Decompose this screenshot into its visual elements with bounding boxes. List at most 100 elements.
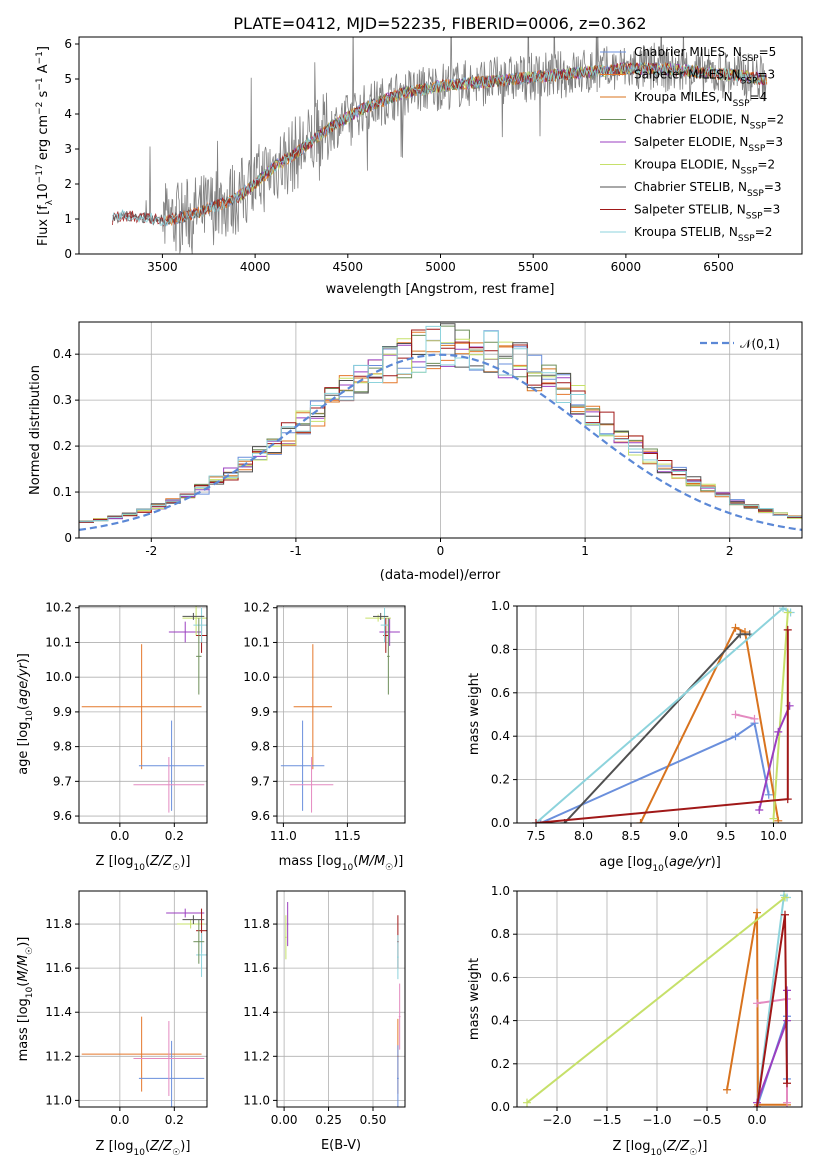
age_weight-xtick-label: 7.5 <box>526 829 545 843</box>
age-weight-line <box>772 612 789 819</box>
residuals-ytick-label: 0.2 <box>53 439 72 453</box>
age-weight-line <box>735 713 755 720</box>
z_age-ytick-label: 10.1 <box>45 635 72 649</box>
spectrum-plot-area <box>112 37 768 254</box>
ebv_mass-xtick-label: 0.25 <box>315 1113 342 1127</box>
spectrum-xtick-label: 3500 <box>147 260 178 274</box>
age-weight-marker <box>783 795 792 804</box>
z_mass-ytick-label: 11.2 <box>45 1049 72 1063</box>
mass-age-xlabel: mass [log10(M/M☉)] <box>279 854 404 873</box>
ebv_mass-ytick-label: 11.8 <box>243 917 270 931</box>
z-mass-ylabel: mass [log10(M/M☉)] <box>16 937 35 1062</box>
ebv_mass-ytick-label: 11.6 <box>243 961 270 975</box>
spectrum-model-line <box>112 62 767 227</box>
age-weight-marker <box>731 623 740 632</box>
mass_age-ytick-label: 9.6 <box>251 809 270 823</box>
age-weight-marker <box>774 816 783 823</box>
age-weight-marker <box>532 819 540 823</box>
z_age-ytick-label: 9.7 <box>53 774 72 788</box>
ebv_mass-plot-area <box>285 902 401 1107</box>
residual-histogram <box>79 325 802 538</box>
z_weight-ytick-label: 0.6 <box>491 970 510 984</box>
z_weight-xtick-label: −0.5 <box>692 1113 721 1127</box>
age_weight-ytick-label: 0.2 <box>491 773 510 787</box>
spectrum-legend-entry: Kroupa STELIB, NSSP=2 <box>634 225 772 244</box>
z-weight-ylabel: mass weight <box>467 958 482 1040</box>
spectrum-ytick-label: 3 <box>64 142 72 156</box>
z-weight-xlabel: Z [log10(Z/Z☉)] <box>613 1139 708 1158</box>
spectrum-legend-entry: Kroupa MILES, NSSP=4 <box>634 90 767 109</box>
spectrum-axes: 3500 4000 4500 5000 5500 6000 6500 0 1 2 3 4 5 6 wavel… <box>35 36 803 297</box>
age-weight-marker <box>783 608 792 617</box>
z-weight-line <box>756 997 788 1103</box>
mass_age-ytick-label: 9.8 <box>251 740 270 754</box>
z-weight-line <box>526 896 786 1104</box>
spectrum-legend-entry: Chabrier STELIB, NSSP=3 <box>634 180 782 199</box>
age_weight-ytick-label: 0.0 <box>491 816 510 830</box>
z_weight-xtick-label: −2.0 <box>542 1113 571 1127</box>
age_weight-xtick-label: 9.0 <box>669 829 688 843</box>
z_mass-plot-area <box>81 908 207 1107</box>
z_age-ytick-label: 10.2 <box>45 601 72 615</box>
spectrum-ylabel: Flux [fλ10−17 erg cm−2 s−1 A−1] <box>35 46 55 246</box>
age_weight-xtick-label: 10.0 <box>760 829 787 843</box>
spectrum-xlabel: wavelength [Angstrom, rest frame] <box>326 282 555 297</box>
mass_age-ytick-label: 10.0 <box>243 670 270 684</box>
z_weight-xtick-label: −1.0 <box>642 1113 671 1127</box>
mass_age-plot-area <box>280 607 400 813</box>
residuals-ytick-label: 0.3 <box>53 393 72 407</box>
z_mass-xtick-label: 0.2 <box>165 1113 184 1127</box>
spectrum-ytick-label: 6 <box>64 37 72 51</box>
z-age-xlabel: Z [log10(Z/Z☉)] <box>96 854 191 873</box>
age-weight-marker <box>783 625 792 634</box>
z_age-xtick-label: 0.2 <box>165 829 184 843</box>
age-weight-marker <box>536 819 545 823</box>
z_weight-axes: −2.0 −1.5 −1.0 −0.5 0.0 0.0 0.2 0.4 0.6 0.8 1.0 Z [… <box>467 884 803 1158</box>
z_age-ytick-label: 9.9 <box>53 705 72 719</box>
z_age-xtick-label: 0.0 <box>110 829 129 843</box>
mass_age-ytick-label: 10.2 <box>243 601 270 615</box>
mass_age-frame <box>276 605 406 824</box>
z_weight-plot-area <box>523 891 791 1107</box>
residuals-xtick-label: -2 <box>145 544 157 558</box>
residuals-legend-entry: 𝒩(0,1) <box>740 337 780 351</box>
z_mass-axes: 0.0 0.2 11.0 11.2 11.4 11.6 11.8 Z [log10(Z/Z☉)… <box>16 890 208 1158</box>
mass_age-ytick-label: 9.9 <box>251 705 270 719</box>
ebv_mass-ytick-label: 11.2 <box>243 1049 270 1063</box>
mass_age-axes: 11.0 11.5 9.6 9.7 9.8 9.9 10.0 10.1 10.2 mass [lo… <box>243 601 406 873</box>
age-weight-line <box>639 626 780 823</box>
age_weight-xtick-label: 9.5 <box>716 829 735 843</box>
ebv-mass-xlabel: E(B-V) <box>321 1138 361 1153</box>
z_mass-ytick-label: 11.4 <box>45 1005 72 1019</box>
z_weight-ytick-label: 0.8 <box>491 927 510 941</box>
age_weight-xtick-label: 8.5 <box>621 829 640 843</box>
age-weight-marker <box>774 727 783 736</box>
residuals-xtick-label: 0 <box>437 544 445 558</box>
age-weight-marker <box>769 814 778 823</box>
z-weight-marker <box>723 1085 731 1094</box>
z-weight-line <box>726 912 787 1106</box>
z-weight-marker <box>783 1079 791 1088</box>
residuals-ylabel: Normed distribution <box>28 365 43 495</box>
spectrum-ytick-label: 5 <box>64 72 72 86</box>
residuals-xtick-label: -1 <box>290 544 302 558</box>
z-weight-marker <box>753 1103 761 1107</box>
residuals-ytick-label: 0.4 <box>53 347 72 361</box>
residuals-axes: -2 -1 0 1 2 0 0.1 0.2 0.3 0.4 (data-model)/error No… <box>28 321 803 583</box>
z_mass-ytick-label: 11.0 <box>45 1093 72 1107</box>
ebv_mass-ytick-label: 11.4 <box>243 1005 270 1019</box>
z_weight-frame <box>516 890 803 1108</box>
age_weight-ytick-label: 0.8 <box>491 642 510 656</box>
age-weight-marker <box>731 732 740 741</box>
mass_age-ytick-label: 9.7 <box>251 774 270 788</box>
spectrum-ytick-label: 4 <box>64 107 72 121</box>
age-weight-line <box>540 721 770 823</box>
spectrum-xtick-label: 4000 <box>240 260 271 274</box>
age-weight-marker <box>764 790 773 799</box>
z-weight-marker <box>753 908 761 917</box>
z-weight-marker <box>783 986 791 995</box>
ebv_mass-frame <box>276 890 406 1108</box>
z-weight-marker <box>783 1098 791 1107</box>
figure-title: PLATE=0412, MJD=52235, FIBERID=0006, z=0… <box>233 14 646 33</box>
